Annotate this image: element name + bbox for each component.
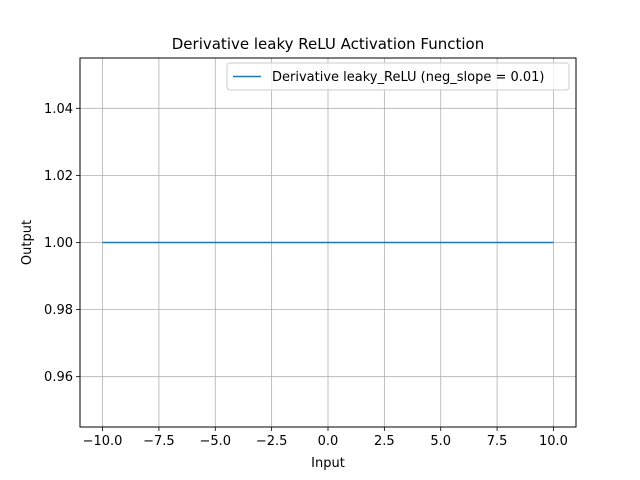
x-axis-label: Input [311,456,345,471]
x-tick-label: −2.5 [256,434,288,449]
legend-box [226,62,570,91]
x-tick-label: −7.5 [143,434,175,449]
y-tick-label: 1.00 [44,236,73,251]
legend-label: Derivative leaky_ReLU (neg_slope = 0.01) [272,70,545,85]
x-axis-ticks: −10.0 −7.5 −5.0 −2.5 0.0 2.5 5.0 7.5 10.0 [83,427,568,449]
chart-title: Derivative leaky ReLU Activation Functio… [172,35,485,53]
x-tick-label: −10.0 [83,434,123,449]
legend: Derivative leaky_ReLU (neg_slope = 0.01) [226,62,570,91]
y-axis-ticks: 0.96 0.98 1.00 1.02 1.04 [44,102,80,385]
y-tick-label: 0.98 [44,303,73,318]
x-tick-label: 7.5 [487,434,508,449]
x-tick-label: 0.0 [318,434,339,449]
y-axis-label: Output [20,220,35,265]
x-tick-label: −5.0 [199,434,231,449]
y-tick-label: 0.96 [44,370,73,385]
x-tick-label: 10.0 [539,434,568,449]
x-tick-label: 2.5 [374,434,395,449]
y-tick-label: 1.02 [44,169,73,184]
y-tick-label: 1.04 [44,102,73,117]
x-tick-label: 5.0 [430,434,451,449]
